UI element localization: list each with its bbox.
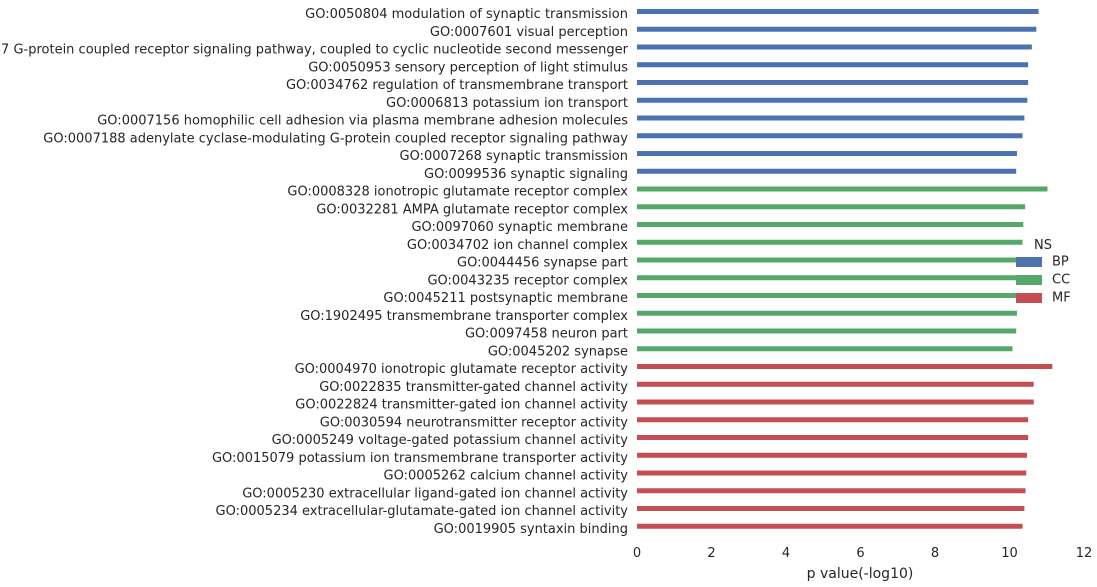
bar-bp	[637, 80, 1029, 85]
category-label: GO:0007188 adenylate cyclase-modulating …	[43, 131, 628, 146]
bar-cc	[637, 239, 1023, 245]
category-label: GO:0005234 extracellular-glutamate-gated…	[216, 504, 629, 519]
bar-mf	[637, 435, 1029, 440]
bar-cc	[637, 346, 1013, 352]
category-label: GO:0005230 extracellular ligand-gated io…	[242, 486, 628, 501]
category-label: GO:0022835 transmitter-gated channel act…	[319, 380, 628, 395]
legend-label-cc: CC	[1052, 273, 1070, 288]
bar-bp	[637, 44, 1032, 50]
x-tick-label: 6	[856, 546, 864, 561]
category-label: GO:1902495 transmembrane transporter com…	[300, 309, 628, 324]
category-label: GO:0099536 synaptic signaling	[424, 167, 628, 182]
x-tick-label: 12	[1076, 546, 1093, 561]
bar-cc	[637, 328, 1017, 334]
category-label: GO:0043235 receptor complex	[427, 273, 628, 288]
legend-swatch-mf	[1016, 293, 1042, 303]
bar-cc	[637, 257, 1021, 263]
bar-bp	[637, 115, 1025, 121]
bar-cc	[637, 293, 1019, 298]
bar-bp	[637, 9, 1039, 14]
bar-cc	[637, 222, 1024, 227]
category-label: GO:0030594 neurotransmitter receptor act…	[320, 415, 629, 430]
category-label: GO:0032281 AMPA glutamate receptor compl…	[316, 202, 628, 217]
bar-mf	[637, 364, 1053, 369]
category-label: GO:0050804 modulation of synaptic transm…	[305, 7, 628, 22]
category-label: GO:0006813 potassium ion transport	[386, 96, 628, 111]
category-label: GO:0034702 ion channel complex	[407, 238, 628, 253]
x-tick-label: 10	[1001, 546, 1018, 561]
bar-cc	[637, 186, 1048, 192]
category-label: GO:0007187 G-protein coupled receptor si…	[0, 43, 629, 58]
legend-swatch-bp	[1016, 257, 1042, 267]
bar-bp	[637, 97, 1028, 103]
x-tick-label: 8	[931, 546, 939, 561]
category-label: GO:0034762 regulation of transmembrane t…	[286, 78, 628, 93]
bar-bp	[637, 151, 1017, 156]
legend-title: NS	[1034, 238, 1052, 253]
category-label: GO:0019905 syntaxin binding	[434, 522, 628, 537]
category-label: GO:0008328 ionotropic glutamate receptor…	[287, 185, 628, 200]
legend-label-bp: BP	[1052, 255, 1069, 270]
bar-mf	[637, 488, 1026, 494]
category-label: GO:0044456 synapse part	[457, 256, 628, 271]
bars	[637, 9, 1053, 529]
bar-mf	[637, 506, 1025, 511]
bar-mf	[637, 381, 1034, 387]
bar-bp	[637, 133, 1023, 139]
bar-bp	[637, 62, 1029, 68]
legend-swatch-cc	[1016, 275, 1042, 285]
category-label: GO:0045202 synapse	[488, 344, 628, 359]
x-tick-label: 2	[707, 546, 715, 561]
category-label: GO:0007268 synaptic transmission	[400, 149, 628, 164]
category-label: GO:0004970 ionotropic glutamate receptor…	[295, 362, 629, 377]
category-label: GO:0007156 homophilic cell adhesion via …	[97, 114, 628, 129]
bar-mf	[637, 523, 1023, 529]
bar-bp	[637, 26, 1037, 32]
bar-mf	[637, 452, 1028, 458]
x-tick-label: 0	[633, 546, 641, 561]
bar-mf	[637, 399, 1034, 405]
category-labels: GO:0050804 modulation of synaptic transm…	[0, 7, 629, 537]
bar-cc	[637, 310, 1017, 316]
category-label: GO:0045211 postsynaptic membrane	[383, 291, 628, 306]
bar-bp	[637, 168, 1017, 174]
category-label: GO:0005249 voltage-gated potassium chann…	[272, 433, 629, 448]
bar-mf	[637, 470, 1027, 476]
category-label: GO:0097458 neuron part	[465, 327, 628, 342]
x-tick-label: 4	[782, 546, 790, 561]
category-label: GO:0097060 synaptic membrane	[411, 220, 628, 235]
bar-cc	[637, 204, 1026, 210]
legend: NS BP CC MF	[1016, 238, 1071, 306]
legend-label-mf: MF	[1052, 291, 1071, 306]
category-label: GO:0050953 sensory perception of light s…	[308, 60, 628, 75]
x-axis: 0 2 4 6 8 10 12	[633, 546, 1092, 561]
category-label: GO:0005262 calcium channel activity	[384, 469, 629, 484]
category-label: GO:0015079 potassium ion transmembrane t…	[212, 451, 628, 466]
category-label: GO:0007601 visual perception	[430, 25, 628, 40]
x-axis-label: p value(-log10)	[807, 566, 914, 582]
bar-cc	[637, 275, 1021, 281]
category-label: GO:0022824 transmitter-gated ion channel…	[295, 398, 628, 413]
bar-mf	[637, 417, 1029, 423]
